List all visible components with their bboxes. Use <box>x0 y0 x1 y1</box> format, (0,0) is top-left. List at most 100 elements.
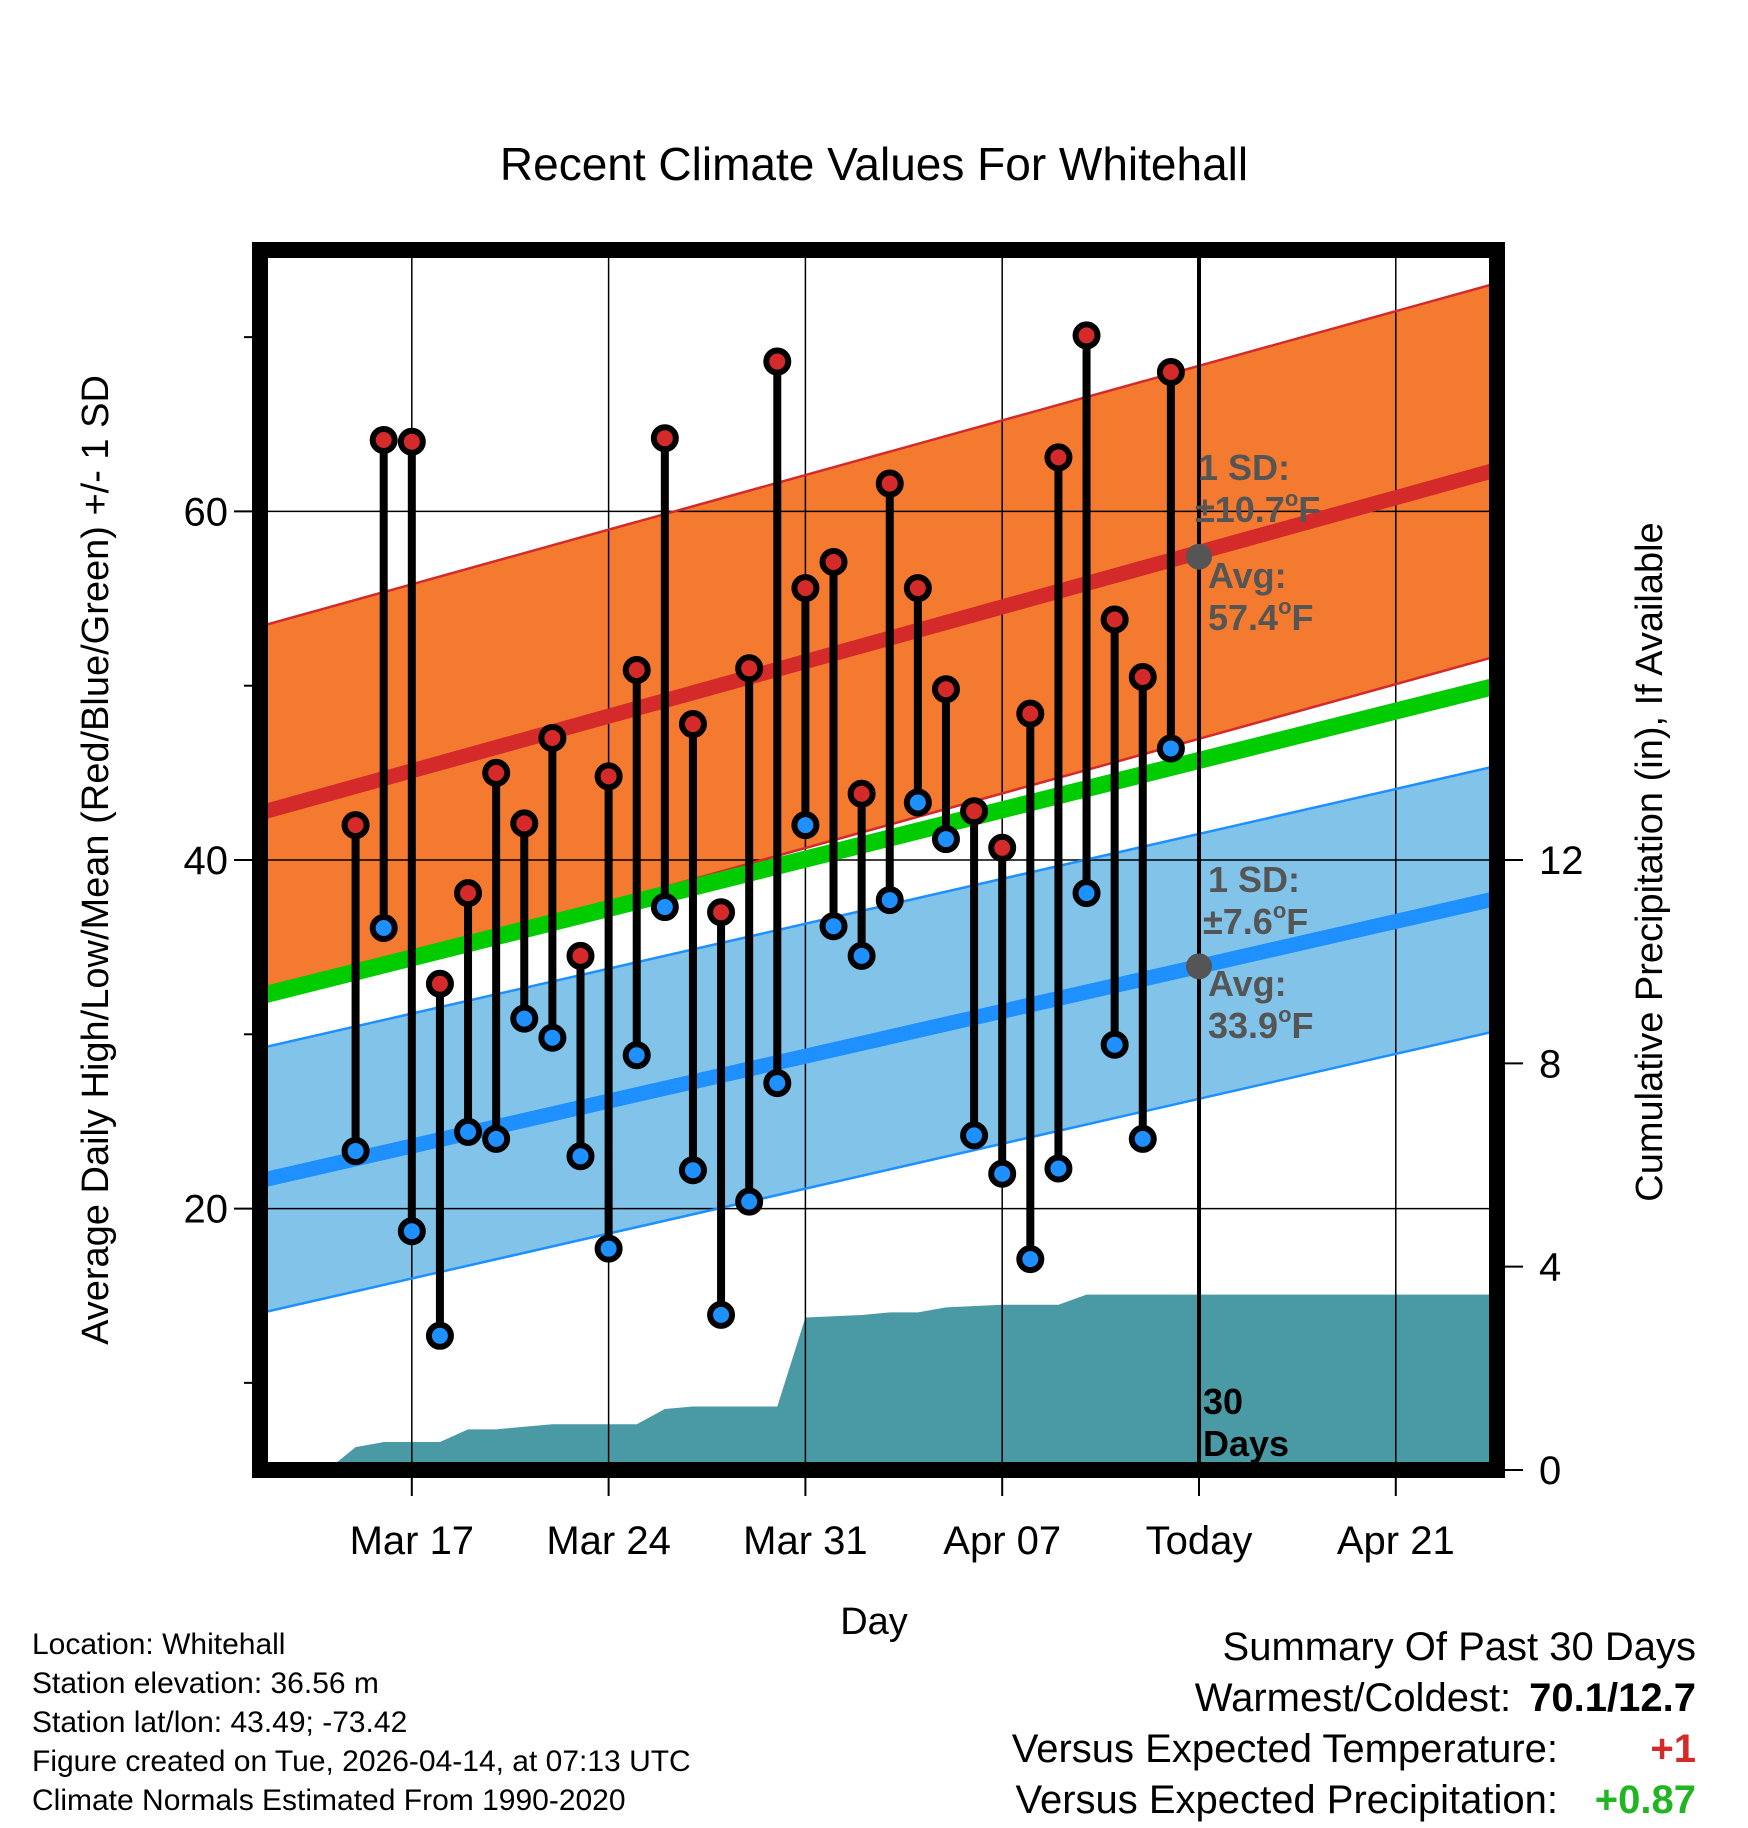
low-avg-value: 33.9oF <box>1208 1002 1314 1046</box>
daily-high-marker <box>1044 443 1073 472</box>
daily-high-marker <box>791 574 820 603</box>
temp-label: Versus Expected Temperature: <box>1011 1727 1558 1771</box>
normals-text: Climate Normals Estimated From 1990-2020 <box>32 1784 626 1817</box>
latlon-text: Station lat/lon: 43.49; -73.42 <box>32 1706 408 1739</box>
daily-high-marker <box>678 710 707 739</box>
daily-low-marker <box>510 1004 539 1033</box>
daily-high-marker <box>875 469 904 498</box>
daily-high-marker <box>650 424 679 453</box>
daily-high-marker <box>566 941 595 970</box>
daily-low-marker <box>397 1217 426 1246</box>
daily-high-marker <box>1156 358 1185 386</box>
y-tick-label: 20 <box>184 1188 229 1232</box>
today-avg-high-marker <box>1185 543 1212 570</box>
days-word-label: Days <box>1203 1423 1289 1464</box>
summary-panel: Summary Of Past 30 Days Warmest/Coldest:… <box>1012 1622 1696 1826</box>
low-sd-value: ±7.6oF <box>1203 898 1308 942</box>
daily-low-marker <box>931 825 960 854</box>
daily-high-marker <box>369 425 398 454</box>
high-sd-value: ±10.7oF <box>1195 486 1320 530</box>
daily-low-marker <box>707 1300 736 1329</box>
temp-value: +1 <box>1650 1727 1696 1771</box>
created-text: Figure created on Tue, 2026-04-14, at 07… <box>32 1745 691 1778</box>
daily-low-marker <box>903 788 932 817</box>
daily-low-marker <box>678 1156 707 1185</box>
daily-high-marker <box>1016 699 1045 728</box>
daily-low-marker <box>1072 879 1101 908</box>
daily-high-marker <box>482 758 511 787</box>
daily-high-marker <box>594 762 623 791</box>
low-sd-label: 1 SD: <box>1208 859 1300 900</box>
low-lower-sd-line <box>260 1029 1497 1315</box>
daily-high-marker <box>622 656 651 685</box>
days-count-label: 30 <box>1203 1381 1243 1422</box>
y-axis-label: Average Daily High/Low/Mean (Red/Blue/Gr… <box>75 375 117 1345</box>
daily-low-marker <box>482 1124 511 1153</box>
daily-low-marker <box>960 1121 989 1150</box>
annotations: 1 SD: ±10.7oF Avg: 57.4oF 1 SD: ±7.6oF A… <box>1195 447 1320 1464</box>
daily-low-marker <box>622 1041 651 1070</box>
daily-high-marker <box>1072 321 1101 350</box>
daily-high-marker <box>988 833 1017 862</box>
high-upper-sd-line <box>260 281 1497 628</box>
warm-cold-row: Warmest/Coldest: 70.1/12.7 <box>1012 1673 1696 1724</box>
daily-low-marker <box>819 912 848 941</box>
low-avg-label: Avg: <box>1208 963 1287 1004</box>
daily-high-marker <box>425 969 454 998</box>
summary-title: Summary Of Past 30 Days <box>1222 1625 1696 1669</box>
y-tick-label: 60 <box>184 490 229 534</box>
y2-tick-label: 12 <box>1539 839 1584 883</box>
daily-low-marker <box>791 811 820 840</box>
daily-high-marker <box>960 797 989 826</box>
daily-low-marker <box>341 1137 370 1166</box>
y-axis: 20 40 60 <box>184 336 260 1384</box>
y2-tick-label: 0 <box>1539 1449 1561 1493</box>
elevation-text: Station elevation: 36.56 m <box>32 1667 379 1700</box>
precip-row: Versus Expected Precipitation: +0.87 <box>1012 1775 1696 1826</box>
daily-low-marker <box>847 941 876 970</box>
daily-low-marker <box>1044 1154 1073 1183</box>
x-tick-label: Mar 24 <box>546 1519 671 1563</box>
warm-cold-value: 70.1/12.7 <box>1529 1676 1696 1720</box>
daily-low-marker <box>566 1142 595 1171</box>
y2-axis: 0 4 8 12 <box>1497 839 1584 1493</box>
daily-high-marker <box>903 574 932 603</box>
x-axis: Mar 17 Mar 24 Mar 31 Apr 07 Today Apr 21 <box>350 1470 1455 1563</box>
plot-area <box>260 250 1497 1470</box>
daily-high-marker <box>763 347 792 376</box>
normal-high-line <box>260 462 1497 821</box>
daily-low-marker <box>454 1117 483 1146</box>
daily-high-marker <box>397 427 426 456</box>
daily-high-marker <box>454 879 483 908</box>
x-tick-label: Mar 17 <box>350 1519 475 1563</box>
daily-high-marker <box>538 724 567 752</box>
y2-axis-label: Cumulative Precipitation (in), If Availa… <box>1629 522 1671 1201</box>
today-avg-low-marker <box>1185 953 1212 980</box>
high-sd-label: 1 SD: <box>1198 447 1290 488</box>
daily-high-marker <box>735 654 764 683</box>
x-tick-label: Today <box>1146 1519 1253 1563</box>
high-avg-value: 57.4oF <box>1208 594 1314 638</box>
daily-low-marker <box>988 1159 1017 1188</box>
cumulative-precip-area <box>327 1294 1497 1470</box>
daily-high-marker <box>510 809 539 838</box>
daily-low-marker <box>763 1069 792 1098</box>
daily-low-marker <box>735 1187 764 1216</box>
precip-value: +0.87 <box>1594 1778 1696 1822</box>
daily-low-marker <box>594 1234 623 1263</box>
daily-low-marker <box>650 893 679 922</box>
daily-high-marker <box>847 779 876 808</box>
x-tick-label: Apr 21 <box>1337 1519 1455 1563</box>
daily-high-marker <box>707 898 736 927</box>
daily-low-marker <box>1128 1124 1157 1153</box>
high-avg-label: Avg: <box>1208 555 1287 596</box>
daily-high-marker <box>819 547 848 576</box>
location-text: Location: Whitehall <box>32 1628 286 1661</box>
daily-low-marker <box>875 886 904 915</box>
daily-low-marker <box>1100 1030 1129 1059</box>
warm-cold-label: Warmest/Coldest: <box>1194 1676 1512 1720</box>
chart-title: Recent Climate Values For Whitehall <box>500 138 1248 190</box>
temp-row: Versus Expected Temperature: +1 <box>1012 1724 1696 1775</box>
daily-low-marker <box>1156 734 1185 763</box>
